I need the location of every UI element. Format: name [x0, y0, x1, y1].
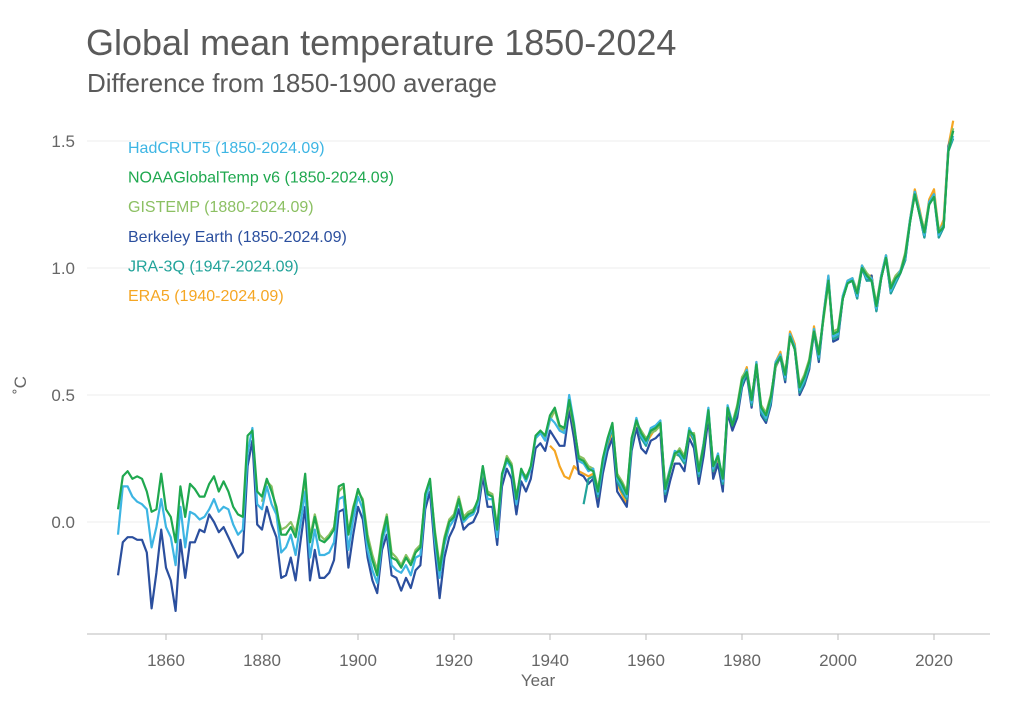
x-tick-label: 2000 [819, 651, 857, 670]
chart-subtitle: Difference from 1850-1900 average [87, 68, 497, 98]
legend-entry: GISTEMP (1880-2024.09) [128, 199, 314, 216]
x-tick-label: 1940 [531, 651, 569, 670]
y-tick-label: 0.0 [51, 513, 75, 532]
x-tick-label: 1900 [339, 651, 377, 670]
legend-entry: JRA-3Q (1947-2024.09) [128, 258, 299, 275]
x-axis-label: Year [521, 671, 556, 690]
x-tick-label: 2020 [915, 651, 953, 670]
y-tick-label: 0.5 [51, 386, 75, 405]
x-tick-label: 1920 [435, 651, 473, 670]
x-tick-label: 1880 [243, 651, 281, 670]
chart-title: Global mean temperature 1850-2024 [86, 22, 677, 63]
series-line-gistemp [260, 128, 955, 572]
legend-entry: ERA5 (1940-2024.09) [128, 288, 284, 305]
x-tick-label: 1860 [147, 651, 185, 670]
x-tick-label: 1960 [627, 651, 665, 670]
legend-entry: Berkeley Earth (1850-2024.09) [128, 229, 347, 246]
y-tick-label: 1.5 [51, 132, 75, 151]
legend-entry: NOAAGlobalTemp v6 (1850-2024.09) [128, 170, 394, 187]
series-line-noaaglobaltemp [116, 130, 955, 577]
y-tick-label: 1.0 [51, 259, 75, 278]
series-line-jra-3q [582, 138, 955, 505]
legend-entry: HadCRUT5 (1850-2024.09) [128, 140, 325, 157]
x-tick-label: 1980 [723, 651, 761, 670]
y-axis-label: ˚C [11, 376, 30, 394]
series-line-era5 [549, 120, 955, 506]
